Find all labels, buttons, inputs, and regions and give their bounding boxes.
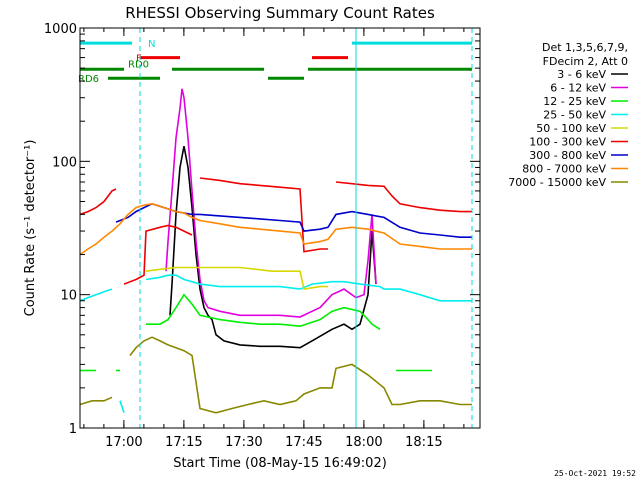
series-line [145, 266, 328, 291]
series-line [165, 88, 377, 318]
legend-header-line-2: FDecim 2, Att 0 [543, 55, 628, 68]
series-line [335, 181, 472, 213]
flag-rd0: RD0 [80, 59, 472, 71]
flag-label-rd6: RD6 [78, 74, 99, 85]
flag-label-rd0: RD0 [128, 59, 149, 70]
x-axis: 17:00 17:15 17:30 17:45 18:00 18:15 [83, 28, 465, 450]
series-line [123, 224, 193, 285]
legend-label-7000-15000-kev: 7000 - 15000 keV [508, 176, 606, 189]
series-layer [79, 88, 472, 414]
footer-timestamp: 25-Oct-2021 19:52 [554, 469, 636, 478]
legend-label-800-7000-kev: 800 - 7000 keV [522, 163, 606, 176]
y-tick-label: 100 [52, 155, 77, 170]
series-line [79, 202, 472, 256]
series-line [169, 145, 377, 349]
x-tick-label: 17:00 [105, 435, 142, 450]
series-line [129, 336, 472, 414]
series-100-300-kev [79, 177, 472, 285]
y-tick-label: 1 [69, 422, 77, 437]
legend-label-100-300-kev: 100 - 300 keV [529, 136, 606, 149]
series-line [146, 293, 381, 330]
series-line [79, 396, 113, 406]
x-tick-label: 18:00 [345, 435, 382, 450]
flag-rd6: RD6 [78, 74, 304, 85]
series-line [145, 274, 472, 302]
chart-title: RHESSI Observing Summary Count Rates [125, 4, 435, 22]
x-tick-label: 18:15 [405, 435, 442, 450]
series-6-12-kev [165, 88, 377, 318]
series-800-7000-kev [79, 202, 472, 256]
flag-f: F [136, 54, 348, 65]
legend: Det 1,3,5,6,7,9, FDecim 2, Att 0 3 - 6 k… [508, 41, 628, 189]
series-line [199, 177, 328, 253]
x-tick-label: 17:15 [165, 435, 202, 450]
legend-label-12-25-kev: 12 - 25 keV [543, 95, 606, 108]
legend-label-25-50-kev: 25 - 50 keV [543, 109, 606, 122]
series-12-25-kev [80, 293, 432, 372]
legend-header-line-1: Det 1,3,5,6,7,9, [542, 41, 628, 54]
series-line [119, 400, 125, 414]
x-tick-label: 17:30 [225, 435, 262, 450]
flag-label-n: N [148, 39, 155, 50]
vertical-markers-layer [139, 28, 473, 428]
legend-label-3-6-kev: 3 - 6 keV [557, 68, 606, 81]
flag-label-f: F [136, 54, 142, 65]
series-line [79, 288, 113, 302]
plot-frame [79, 27, 481, 429]
legend-label-300-800-kev: 300 - 800 keV [529, 149, 606, 162]
legend-label-6-12-kev: 6 - 12 keV [550, 82, 606, 95]
y-axis: 1 10 100 1000 [44, 22, 480, 437]
flag-n: N [80, 39, 472, 50]
series-25-50-kev [79, 274, 472, 414]
series-7000-15000-kev [79, 336, 472, 414]
x-axis-label: Start Time (08-May-15 16:49:02) [173, 456, 387, 471]
series-50-100-kev [145, 266, 328, 291]
legend-label-50-100-kev: 50 - 100 keV [536, 122, 606, 135]
y-axis-label: Count Rate (s⁻¹ detector⁻¹) [23, 140, 38, 317]
y-tick-label: 1000 [44, 22, 77, 37]
y-tick-label: 10 [60, 289, 77, 304]
x-tick-label: 17:45 [285, 435, 322, 450]
series-3-6-kev [169, 145, 377, 349]
series-line [79, 188, 117, 216]
